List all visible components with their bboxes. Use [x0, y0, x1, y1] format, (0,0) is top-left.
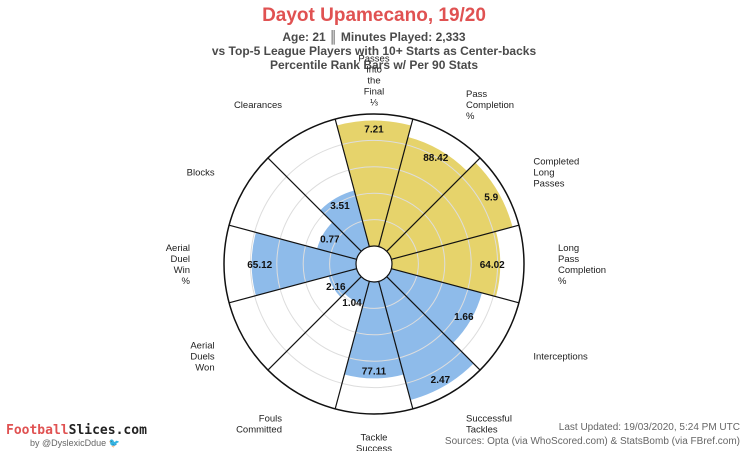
category-label-6: Successful Tackles: [466, 413, 512, 435]
grid-ring-4: [249, 139, 499, 389]
category-label-5: Interceptions: [533, 352, 588, 363]
center-hole: [355, 245, 393, 283]
value-label-1: 7.21: [364, 125, 384, 136]
bar-1: [336, 120, 412, 247]
wedge-divider-8: [334, 281, 370, 410]
subtitle-age-minutes: Age: 21 ║ Minutes Played: 2,333: [282, 30, 466, 44]
category-label-10: Aerial Duel Win%: [166, 243, 191, 287]
wedge-divider-12: [267, 157, 362, 252]
value-label-5: 1.66: [454, 312, 474, 323]
brand-logo[interactable]: FootballSlices.com: [6, 423, 147, 438]
wedge-divider-11: [228, 224, 357, 260]
category-label-4: Long Pass Completion%: [558, 243, 606, 287]
value-label-12: 3.51: [330, 201, 350, 212]
wedge-divider-1: [334, 118, 370, 247]
subtitle-comparison: vs Top-5 League Players with 10+ Starts …: [211, 44, 537, 58]
subtitle-method: Percentile Rank Bars w/ Per 90 Stats: [269, 58, 479, 72]
wedge-divider-3: [386, 157, 481, 252]
category-label-9: Aerial Duels Won: [190, 341, 215, 374]
bar-5: [386, 268, 482, 343]
data-sources: Sources: Opta (via WhoScored.com) & Stat…: [444, 436, 740, 447]
bar-11: [317, 222, 362, 260]
category-label-11: Blocks: [187, 168, 215, 179]
byline-text: by @DyslexicDdue: [30, 438, 107, 448]
last-updated: Last Updated: 19/03/2020, 5:24 PM UTC: [558, 422, 740, 433]
value-label-4: 64.02: [480, 260, 505, 271]
twitter-bird-icon: 🐦: [108, 438, 120, 448]
byline[interactable]: by @DyslexicDdue 🐦: [30, 438, 120, 449]
value-label-7: 77.11: [362, 366, 387, 377]
bar-8: [344, 276, 370, 305]
wedge-divider-9: [267, 276, 362, 371]
wedge-divider-10: [228, 268, 357, 304]
category-label-3: Completed Long Passes: [533, 157, 579, 190]
value-label-11: 0.77: [320, 235, 340, 246]
category-label-12: Clearances: [234, 100, 282, 111]
wedge-divider-2: [378, 118, 414, 247]
grid-ring-3: [276, 166, 472, 362]
value-label-9: 2.16: [326, 282, 346, 293]
value-label-2: 88.42: [423, 153, 448, 164]
bar-4: [391, 231, 501, 297]
bar-9: [328, 268, 362, 298]
category-label-2: Pass Completion%: [466, 89, 514, 122]
brand-part-2: Slices.com: [68, 423, 147, 438]
grid-ring-1: [329, 219, 419, 309]
wedge-divider-7: [378, 281, 414, 410]
wedge-divider-5: [391, 268, 520, 304]
wedge-divider-4: [391, 224, 520, 260]
category-label-1: Passes Into the Final ⅓: [358, 54, 389, 109]
value-label-3: 5.9: [484, 192, 498, 203]
bar-7: [344, 281, 404, 379]
wedge-divider-6: [386, 276, 481, 371]
category-label-8: Fouls Committed: [236, 413, 282, 435]
brand-part-1: Football: [6, 423, 69, 438]
grid-ring-2: [302, 192, 446, 336]
value-label-8: 1.04: [342, 298, 362, 309]
value-label-6: 2.47: [431, 375, 451, 386]
value-label-10: 65.12: [247, 260, 272, 271]
chart-title: Dayot Upamecano, 19/20: [262, 5, 486, 26]
bar-12: [320, 190, 370, 252]
